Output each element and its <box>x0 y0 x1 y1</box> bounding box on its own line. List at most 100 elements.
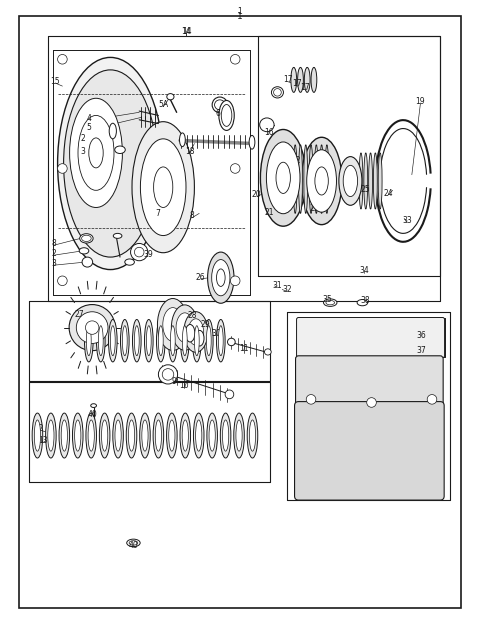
Ellipse shape <box>206 326 211 356</box>
Text: 6: 6 <box>216 109 221 118</box>
Text: 22: 22 <box>292 157 301 165</box>
Text: 24: 24 <box>383 189 393 198</box>
Ellipse shape <box>128 420 134 451</box>
Ellipse shape <box>171 305 198 350</box>
Text: 18: 18 <box>185 147 194 155</box>
Ellipse shape <box>212 260 230 296</box>
Circle shape <box>134 247 144 257</box>
Circle shape <box>230 276 240 286</box>
Circle shape <box>230 54 240 64</box>
Ellipse shape <box>236 420 242 451</box>
Ellipse shape <box>250 420 256 451</box>
Ellipse shape <box>155 420 161 451</box>
Circle shape <box>367 397 376 407</box>
Text: 33: 33 <box>402 217 412 225</box>
Ellipse shape <box>357 300 368 306</box>
Ellipse shape <box>154 167 173 207</box>
Text: 39: 39 <box>143 250 153 259</box>
Text: 1: 1 <box>238 7 242 16</box>
Text: 28: 28 <box>187 311 197 320</box>
Ellipse shape <box>184 311 208 352</box>
Text: 8: 8 <box>190 212 194 220</box>
Circle shape <box>69 305 115 351</box>
Ellipse shape <box>373 153 377 209</box>
Text: 1: 1 <box>237 12 243 21</box>
Ellipse shape <box>324 299 337 306</box>
Ellipse shape <box>168 319 177 362</box>
FancyBboxPatch shape <box>295 402 444 500</box>
Ellipse shape <box>299 145 302 213</box>
Text: 11: 11 <box>239 344 249 353</box>
Ellipse shape <box>325 145 329 213</box>
Ellipse shape <box>209 420 215 451</box>
Ellipse shape <box>82 257 93 267</box>
Text: 19: 19 <box>416 97 425 105</box>
Ellipse shape <box>120 319 129 362</box>
Ellipse shape <box>314 145 318 213</box>
Text: 10: 10 <box>180 381 189 390</box>
Ellipse shape <box>79 248 89 254</box>
Ellipse shape <box>158 326 163 356</box>
Text: 9: 9 <box>171 378 176 386</box>
Text: 40: 40 <box>129 541 138 550</box>
Ellipse shape <box>78 115 114 190</box>
Ellipse shape <box>113 413 123 458</box>
Ellipse shape <box>46 413 56 458</box>
Ellipse shape <box>134 326 139 356</box>
Text: 12: 12 <box>35 424 44 432</box>
Ellipse shape <box>266 142 300 213</box>
Text: 21: 21 <box>264 208 274 217</box>
Ellipse shape <box>219 100 234 130</box>
Ellipse shape <box>216 269 225 286</box>
Ellipse shape <box>228 338 235 346</box>
Text: 16: 16 <box>264 128 274 137</box>
FancyBboxPatch shape <box>297 318 444 358</box>
Text: 38: 38 <box>360 296 370 305</box>
Ellipse shape <box>188 319 204 345</box>
Ellipse shape <box>61 420 67 451</box>
Ellipse shape <box>304 67 310 92</box>
Ellipse shape <box>195 331 204 346</box>
Ellipse shape <box>122 326 127 356</box>
Text: 25: 25 <box>361 185 371 194</box>
Ellipse shape <box>207 413 217 458</box>
Ellipse shape <box>311 67 317 92</box>
Ellipse shape <box>215 100 225 110</box>
Ellipse shape <box>163 308 183 341</box>
Text: 34: 34 <box>359 266 369 275</box>
Circle shape <box>158 365 178 384</box>
Ellipse shape <box>364 153 368 209</box>
Ellipse shape <box>180 319 189 362</box>
Ellipse shape <box>157 298 188 351</box>
Ellipse shape <box>194 326 199 356</box>
Ellipse shape <box>304 145 308 213</box>
Ellipse shape <box>343 165 358 197</box>
Ellipse shape <box>208 252 234 303</box>
Ellipse shape <box>272 87 283 98</box>
Ellipse shape <box>260 130 306 227</box>
Ellipse shape <box>378 153 382 209</box>
Text: 31: 31 <box>273 281 282 290</box>
Ellipse shape <box>339 157 362 205</box>
Ellipse shape <box>115 420 121 451</box>
Ellipse shape <box>298 67 303 92</box>
Ellipse shape <box>109 123 116 139</box>
Ellipse shape <box>176 313 193 343</box>
Ellipse shape <box>169 420 175 451</box>
Circle shape <box>58 54 67 64</box>
Ellipse shape <box>247 413 258 458</box>
Text: 13: 13 <box>38 436 48 445</box>
Ellipse shape <box>58 57 163 270</box>
Text: 5: 5 <box>86 124 91 132</box>
Ellipse shape <box>264 349 271 355</box>
Ellipse shape <box>274 89 281 96</box>
Text: 15: 15 <box>50 77 60 85</box>
Text: 26: 26 <box>196 273 205 281</box>
Text: 29: 29 <box>201 320 210 329</box>
Ellipse shape <box>98 326 103 356</box>
Ellipse shape <box>196 420 202 451</box>
Ellipse shape <box>153 413 164 458</box>
Ellipse shape <box>96 319 105 362</box>
Text: 27: 27 <box>74 310 84 319</box>
Text: 36: 36 <box>417 331 426 340</box>
